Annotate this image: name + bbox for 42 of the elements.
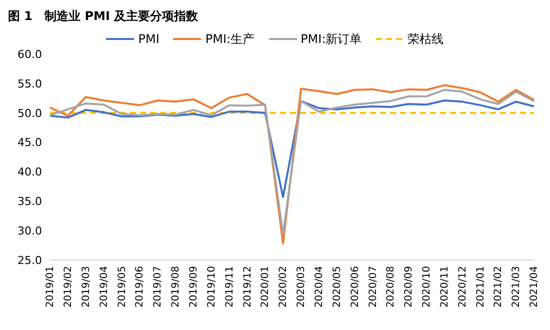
legend-label: 荣枯线 xyxy=(408,30,444,48)
legend-label: PMI:新订单 xyxy=(300,30,362,48)
x-tick-label: 2020/09 xyxy=(404,266,415,308)
x-tick-label: 2020/03 xyxy=(296,266,308,308)
y-tick-label: 50.0 xyxy=(18,106,42,120)
x-tick-label: 2019/12 xyxy=(242,266,254,308)
y-tick-label: 30.0 xyxy=(18,224,42,238)
x-tick-label: 2021/04 xyxy=(529,266,540,308)
x-tick-label: 2020/05 xyxy=(332,266,343,308)
x-tick-label: 2021/01 xyxy=(475,266,486,308)
x-tick-label: 2020/11 xyxy=(439,266,450,308)
x-tick-label: 2019/04 xyxy=(98,266,110,308)
y-tick-label: 55.0 xyxy=(18,77,42,90)
x-tick-label: 2020/01 xyxy=(260,266,272,308)
line-series xyxy=(49,99,535,198)
x-tick-label: 2020/02 xyxy=(278,266,290,308)
x-tick-label: 2019/01 xyxy=(45,266,56,308)
y-tick-label: 40.0 xyxy=(18,166,42,179)
x-tick-label: 2019/11 xyxy=(224,266,236,308)
chart-title: 图 1 制造业 PMI 及主要分项指数 xyxy=(8,8,200,25)
x-tick-label: 2019/05 xyxy=(116,266,128,308)
x-tick-label: 2021/02 xyxy=(493,266,504,308)
legend-label: PMI xyxy=(138,32,160,46)
x-tick-label: 2019/06 xyxy=(134,266,146,308)
x-tick-label: 2019/07 xyxy=(152,266,164,308)
x-tick-label: 2019/09 xyxy=(188,266,200,308)
y-tick-label: 60.0 xyxy=(18,48,42,61)
x-tick-label: 2020/12 xyxy=(457,266,468,308)
x-tick-label: 2020/08 xyxy=(386,266,397,308)
x-tick-label: 2019/03 xyxy=(80,266,92,308)
y-tick-label: 35.0 xyxy=(18,195,42,208)
x-tick-label: 2019/02 xyxy=(63,266,74,308)
x-tick-label: 2019/10 xyxy=(206,266,218,308)
x-tick-label: 2020/07 xyxy=(368,266,379,308)
y-tick-label: 45.0 xyxy=(18,136,42,150)
x-tick-label: 2020/04 xyxy=(314,266,325,308)
x-tick-label: 2020/10 xyxy=(422,266,433,308)
x-tick-label: 2020/06 xyxy=(350,266,361,308)
x-tick-label: 2021/03 xyxy=(511,266,522,308)
x-tick-label: 2019/08 xyxy=(170,266,182,308)
legend-label: PMI:生产 xyxy=(205,30,255,48)
y-tick-label: 25.0 xyxy=(18,254,42,267)
